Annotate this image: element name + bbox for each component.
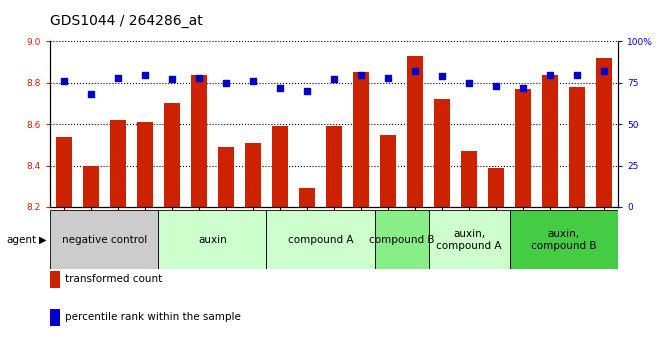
Bar (267, 210, 375, 269)
Point (58, 78, 69, 84)
Bar (218, 147, 234, 207)
Point (220, 80, 231, 86)
Bar (434, 99, 450, 207)
Bar (244, 143, 261, 207)
Text: compound A: compound A (288, 235, 353, 245)
Point (194, 75, 204, 81)
Bar (375, 210, 429, 269)
Point (140, 72, 150, 77)
Bar (429, 210, 510, 269)
Bar (83, 166, 99, 207)
Bar (158, 210, 267, 269)
Point (518, 85, 528, 90)
Bar (353, 72, 369, 207)
Text: agent: agent (7, 235, 37, 245)
Point (464, 80, 474, 86)
Point (275, 85, 285, 90)
Point (572, 72, 582, 77)
Point (437, 73, 448, 79)
Point (112, 75, 123, 81)
Point (599, 68, 610, 74)
Text: ▶: ▶ (39, 235, 46, 245)
Text: negative control: negative control (61, 235, 147, 245)
Bar (515, 89, 531, 207)
Point (355, 72, 366, 77)
Point (166, 77, 177, 82)
Text: percentile rank within the sample: percentile rank within the sample (65, 313, 240, 322)
Bar (137, 122, 153, 207)
Bar (488, 168, 504, 207)
Text: auxin: auxin (198, 235, 226, 245)
Bar (190, 75, 207, 207)
Text: auxin,
compound A: auxin, compound A (436, 229, 502, 250)
Bar (542, 75, 558, 207)
Bar (380, 135, 396, 207)
Point (86, 92, 96, 97)
Point (302, 88, 313, 94)
Bar (164, 104, 180, 207)
Bar (510, 210, 618, 269)
Bar (407, 56, 424, 207)
Text: transformed count: transformed count (65, 275, 162, 284)
Point (248, 78, 259, 84)
Bar (299, 188, 315, 207)
Point (329, 77, 339, 82)
Bar (461, 151, 478, 207)
Point (545, 72, 556, 77)
Text: GDS1044 / 264286_at: GDS1044 / 264286_at (50, 13, 203, 28)
Bar (110, 120, 126, 207)
Bar (569, 87, 585, 207)
Bar (272, 126, 288, 207)
Point (383, 75, 393, 81)
Bar (326, 126, 342, 207)
Point (409, 68, 420, 74)
Text: auxin,
compound B: auxin, compound B (531, 229, 597, 250)
Bar (55, 137, 71, 207)
Point (491, 83, 502, 89)
Bar (597, 58, 613, 207)
Bar (50, 210, 158, 269)
Text: compound B: compound B (369, 235, 434, 245)
